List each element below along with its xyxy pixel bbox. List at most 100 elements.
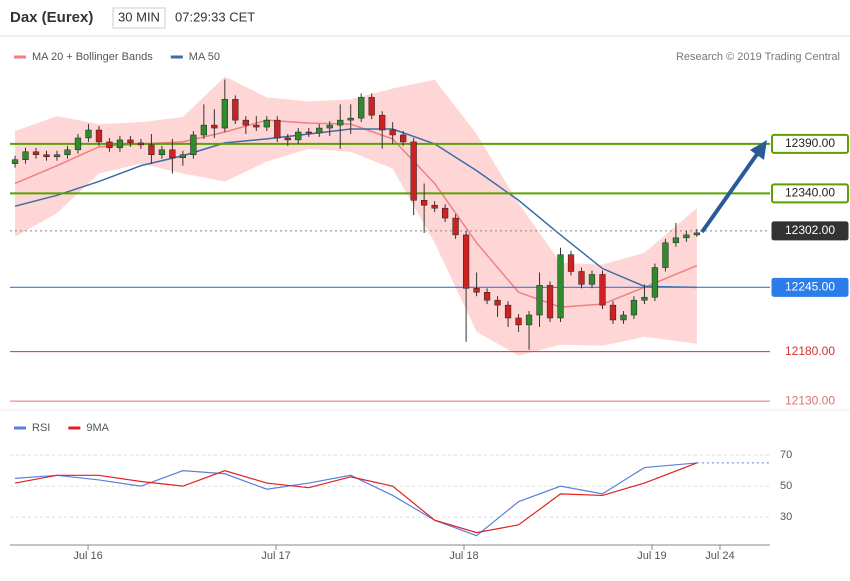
interval-box — [112, 7, 166, 29]
candle-body — [693, 232, 701, 236]
source: Research © 2019 Trading Central — [676, 51, 840, 63]
candle-body — [452, 217, 459, 236]
candle-body — [337, 119, 344, 126]
candle-body — [347, 117, 354, 121]
y-tick-label: 70 — [780, 449, 792, 461]
candle-body — [683, 234, 690, 239]
instrument: Dax (Eurex) — [10, 9, 93, 26]
candle-body — [672, 237, 680, 244]
candle-body — [295, 131, 302, 141]
y-tick-label: 30 — [780, 511, 792, 523]
candle-body — [641, 296, 648, 301]
candle-body — [64, 149, 71, 156]
candle-body — [127, 139, 134, 144]
level-label: 12130.00 — [785, 393, 835, 407]
candle-body — [494, 299, 501, 306]
candle-body — [504, 304, 512, 319]
x-tick-label: Jul 16 — [73, 550, 102, 562]
candle-body — [74, 137, 82, 151]
level-label: 12340.00 — [785, 186, 835, 200]
candle-body — [106, 141, 113, 149]
candle-body — [263, 119, 270, 128]
candle-body — [22, 151, 29, 160]
line-series — [14, 462, 697, 537]
candle-body — [232, 99, 239, 121]
x-tick-label: Jul 24 — [705, 550, 734, 562]
forecast-arrow — [700, 148, 762, 234]
legend-label: MA 50 — [189, 51, 220, 63]
candle-body — [200, 124, 207, 136]
level-label: 12245.00 — [785, 279, 835, 293]
x-tick-label: Jul 19 — [637, 550, 666, 562]
candle-body — [274, 119, 281, 139]
candle-body — [179, 154, 187, 158]
level-box — [771, 277, 849, 297]
candle-body — [284, 137, 291, 141]
candle-body — [53, 154, 61, 157]
candle-body — [462, 234, 470, 289]
candle-body — [662, 242, 669, 268]
level-box — [771, 183, 849, 204]
candle-body — [221, 99, 228, 129]
candle-body — [190, 134, 197, 156]
candle-body — [43, 154, 50, 157]
candle-body — [609, 304, 617, 321]
candle-body — [620, 314, 627, 321]
candle-body — [599, 274, 606, 306]
candle-body — [567, 254, 575, 272]
legend-label: RSI — [32, 422, 50, 434]
candle-body — [242, 119, 249, 126]
candle-body — [158, 149, 166, 156]
candle-body — [11, 159, 19, 164]
x-tick-label: Jul 17 — [261, 550, 290, 562]
candle-body — [441, 207, 449, 219]
legend-label: MA 20 + Bollinger Bands — [32, 51, 153, 63]
candle-body — [630, 299, 638, 316]
candle-body — [578, 271, 585, 285]
level-label: 12390.00 — [785, 136, 835, 150]
candle-body — [137, 142, 145, 146]
candle-body — [400, 134, 407, 143]
candle-body — [515, 317, 522, 326]
candle-body — [358, 97, 365, 119]
candle-body — [379, 114, 386, 131]
candle-body — [116, 139, 124, 149]
candle-body — [389, 129, 396, 136]
candle-body — [316, 127, 323, 134]
candle-body — [473, 288, 480, 293]
level-label: 12180.00 — [785, 344, 835, 358]
candle-body — [326, 124, 333, 129]
candle-body — [557, 254, 564, 319]
candle-body — [588, 274, 596, 285]
candle-body — [546, 285, 554, 319]
candle-body — [536, 285, 543, 316]
candle-body — [525, 314, 533, 326]
legend-label: 9MA — [86, 422, 109, 434]
candle-body — [169, 149, 176, 158]
arrow-head — [750, 140, 767, 160]
candle-body — [85, 129, 92, 139]
candle-body — [483, 292, 491, 301]
candle-body — [211, 124, 218, 129]
level-label: 12302.00 — [785, 223, 835, 237]
candle-body — [253, 124, 260, 128]
candle-body — [368, 97, 375, 116]
candle-body — [148, 144, 155, 156]
candle-body — [410, 141, 417, 201]
level-box — [771, 221, 849, 241]
candle-body — [421, 200, 428, 206]
y-tick-label: 50 — [780, 480, 792, 492]
interval: 30 MIN — [118, 9, 160, 24]
level-box — [771, 133, 849, 154]
x-tick-label: Jul 18 — [449, 550, 478, 562]
bollinger-band — [15, 76, 697, 356]
candle-body — [305, 131, 312, 134]
candle-body — [95, 129, 103, 143]
time: 07:29:33 CET — [175, 9, 255, 24]
candle-body — [32, 151, 40, 156]
candle-body — [651, 267, 659, 298]
line-series — [14, 462, 698, 534]
candle-body — [431, 204, 438, 209]
